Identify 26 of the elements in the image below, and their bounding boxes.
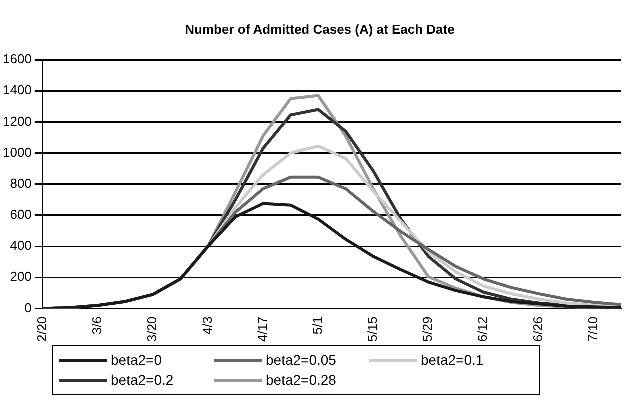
x-tick-label: 6/12 [475,316,490,342]
x-tick-label: 4/3 [200,316,215,335]
x-tick-label: 5/15 [365,316,380,342]
y-tick-label: 0 [24,300,32,316]
x-tick-label: 2/20 [34,316,50,342]
y-tick-label: 1400 [3,82,32,98]
x-tick-label: 3/6 [90,316,105,335]
legend-label: beta2=0 [111,352,162,368]
legend-label: beta2=0.1 [421,352,484,368]
y-tick-label: 1000 [3,144,32,160]
chart-title: Number of Admitted Cases (A) at Each Date [184,22,456,37]
x-tick-label: 6/26 [530,316,546,342]
legend-label: beta2=0.05 [266,352,336,368]
x-tick-label: 5/29 [420,316,436,342]
y-tick-label: 600 [10,207,32,222]
y-tick-label: 1600 [3,52,32,67]
legend-label: beta2=0.28 [266,372,336,388]
y-tick-label: 200 [10,269,32,284]
x-tick-label: 7/10 [585,316,600,342]
y-tick-label: 800 [10,176,32,191]
x-tick-label: 3/20 [144,316,160,342]
x-tick-label: 4/17 [254,316,270,342]
y-tick-label: 1200 [3,114,32,129]
y-tick-label: 400 [10,238,32,254]
x-tick-label: 5/1 [310,316,325,335]
legend-label: beta2=0.2 [111,372,174,388]
